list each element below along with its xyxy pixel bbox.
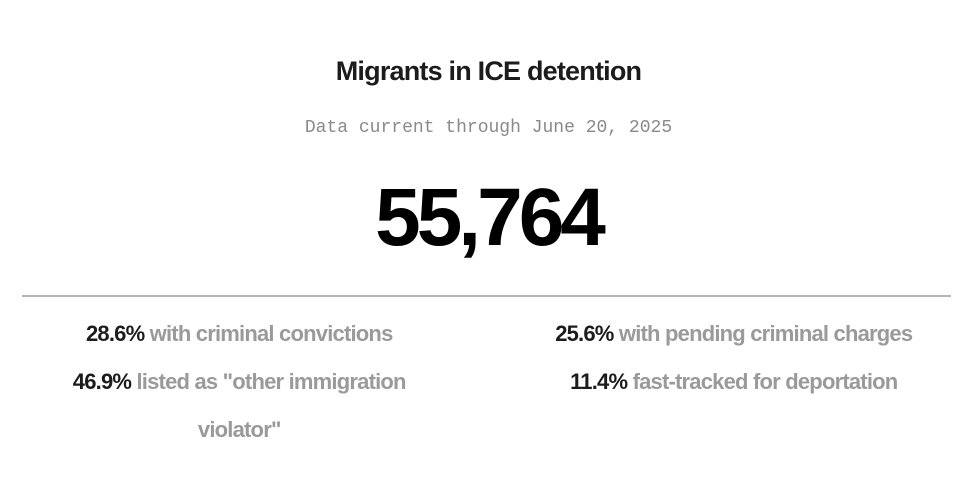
stat-item: 46.9% listed as "other immigration viola… — [22, 358, 457, 454]
title: Migrants in ICE detention — [335, 56, 642, 86]
stat-value: 28.6% — [85, 321, 145, 346]
subtitle: Data current through June 20, 2025 — [304, 118, 673, 138]
stat-label: with pending criminal charges — [618, 321, 913, 346]
stat-value: 25.6% — [555, 321, 614, 346]
stat-label: with criminal convictions — [149, 321, 394, 346]
stat-label: fast-tracked for deportation — [632, 369, 899, 394]
stat-value: 11.4% — [570, 369, 628, 394]
stats-grid: 28.6% with criminal convictions 25.6% wit… — [22, 310, 951, 454]
total-count: 55,764 — [375, 172, 606, 263]
stat-label: listed as "other immigration violator" — [136, 369, 407, 442]
stat-item: 25.6% with pending criminal charges — [517, 310, 952, 358]
stat-item: 11.4% fast-tracked for deportation — [517, 358, 952, 454]
divider — [22, 295, 951, 297]
stat-item: 28.6% with criminal convictions — [22, 310, 457, 358]
stat-value: 46.9% — [72, 369, 132, 394]
